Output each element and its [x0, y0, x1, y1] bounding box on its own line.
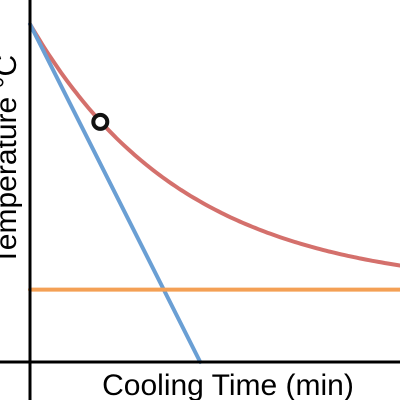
plot-marks — [28, 22, 400, 364]
data-point-marker — [91, 112, 110, 131]
x-axis-label: Cooling Time (min) — [102, 369, 354, 400]
series-line-exponential-decay — [28, 22, 400, 268]
y-axis-label: Temperature °C — [0, 55, 23, 265]
series-line-tangent — [28, 22, 203, 364]
